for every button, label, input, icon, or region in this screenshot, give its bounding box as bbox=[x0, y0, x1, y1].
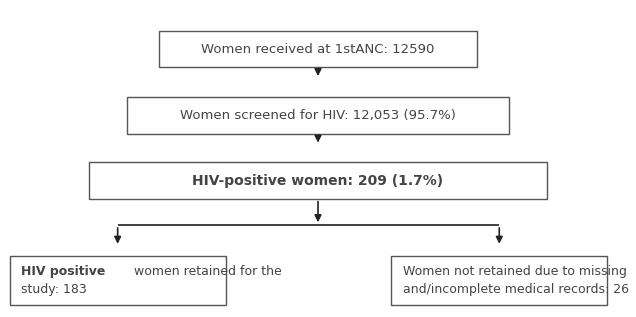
Text: and/incomplete medical records: 26: and/incomplete medical records: 26 bbox=[403, 283, 628, 296]
FancyBboxPatch shape bbox=[10, 256, 226, 305]
Text: HIV-positive women: 209 (1.7%): HIV-positive women: 209 (1.7%) bbox=[193, 174, 443, 188]
FancyBboxPatch shape bbox=[127, 98, 509, 134]
Text: Women screened for HIV: 12,053 (95.7%): Women screened for HIV: 12,053 (95.7%) bbox=[180, 109, 456, 122]
FancyBboxPatch shape bbox=[89, 162, 547, 199]
FancyBboxPatch shape bbox=[159, 31, 477, 68]
Text: Women not retained due to missing: Women not retained due to missing bbox=[403, 264, 626, 278]
Text: women retained for the: women retained for the bbox=[130, 264, 282, 278]
Text: Women received at 1stANC: 12590: Women received at 1stANC: 12590 bbox=[202, 42, 434, 56]
FancyBboxPatch shape bbox=[391, 256, 607, 305]
Text: HIV positive: HIV positive bbox=[21, 264, 106, 278]
Text: study: 183: study: 183 bbox=[21, 283, 86, 296]
